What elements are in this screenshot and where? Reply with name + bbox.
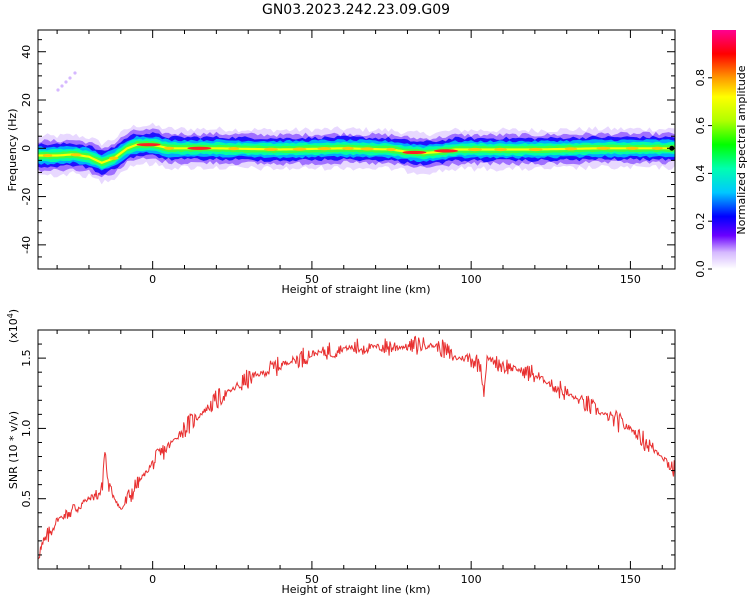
ridge-peak [228,147,240,151]
snr-axes: 0 50 100 150 0.5 1.0 1.5 [20,330,675,586]
snr-x-axis-label: Height of straight line (km) [281,583,430,596]
ridge-peak [360,147,374,151]
ridge-peak [564,147,578,151]
y-tick-label: -20 [20,188,33,206]
ridge-peak [625,146,639,150]
y-tick-label: 0 [20,145,33,152]
ridge-peak [651,146,663,150]
snr-multiplier-label: (x104) [6,309,21,343]
spectrogram-panel: 0 50 100 150 -40 -20 0 20 40 Height of straight … [6,29,676,296]
x-tick-label: 150 [620,573,641,586]
y-tick-label: 0.5 [20,490,33,508]
ridge-peak [163,146,175,150]
spectral-scatter-points [56,71,77,92]
ridge-peak [108,156,119,160]
snr-frame [37,329,676,570]
ridge-peak [402,150,427,155]
y-tick-label: 1.0 [20,420,33,438]
scatter-point [56,88,60,92]
multiplier-close: ) [7,309,20,313]
ridge-peak [136,143,161,147]
colorbar-tick-label: 0.2 [694,212,707,230]
scatter-point [60,84,64,88]
ridge-peak [494,147,507,152]
y-tick-label: 40 [20,45,33,59]
snr-panel: 0 50 100 150 0.5 1.0 1.5 Height of straight li… [6,309,676,596]
scatter-point [73,71,77,75]
colorbar-gradient [712,30,736,269]
ridge-peak [467,147,482,152]
multiplier-exponent: 4 [6,313,15,318]
snr-y-axis-label: SNR (10 * v/v) [7,411,20,489]
scatter-point [68,76,72,80]
ridge-peak [187,146,212,150]
ridge-peak [317,147,332,151]
scatter-point [64,80,68,84]
spectrogram-axes: 0 50 100 150 -40 -20 0 20 40 [20,30,675,286]
spectrogram-frame [37,29,676,270]
snr-series-line [38,335,675,559]
colorbar: 0.0 0.2 0.4 0.6 0.8 Normalized spectral ampl… [694,30,748,278]
spectrogram-x-axis-label: Height of straight line (km) [281,283,430,296]
ridge-peak [264,147,278,151]
x-tick-label: 100 [461,573,482,586]
colorbar-ticks: 0.0 0.2 0.4 0.6 0.8 [694,69,712,278]
y-tick-label: 20 [20,93,33,107]
ridge-peak [596,146,611,150]
x-tick-label: 50 [305,573,319,586]
colorbar-label: Normalized spectral amplitude [735,65,748,234]
ridge-peak [42,153,53,158]
ridge-peak [342,146,354,150]
spectrogram-y-axis-label: Frequency (Hz) [6,109,19,192]
multiplier-base: (x10 [7,318,20,343]
figure-title: GN03.2023.242.23.09.G09 [262,2,450,18]
ridge-peak [528,147,543,152]
ridge-peak [70,153,82,157]
y-tick-label: -40 [20,236,33,254]
ridge-peak [386,147,396,152]
spectral-ridge [38,122,675,185]
ridge-peak [434,149,459,153]
colorbar-tick-label: 0.4 [694,165,707,183]
x-tick-label: 100 [461,273,482,286]
x-tick-label: 0 [149,273,156,286]
ridge-peak [292,147,307,151]
x-tick-label: 150 [620,273,641,286]
y-tick-label: 1.5 [20,349,33,367]
x-tick-label: 50 [305,273,319,286]
colorbar-tick-label: 0.8 [694,69,707,87]
colorbar-tick-label: 0.0 [694,260,707,278]
colorbar-tick-label: 0.6 [694,117,707,135]
x-tick-label: 0 [149,573,156,586]
